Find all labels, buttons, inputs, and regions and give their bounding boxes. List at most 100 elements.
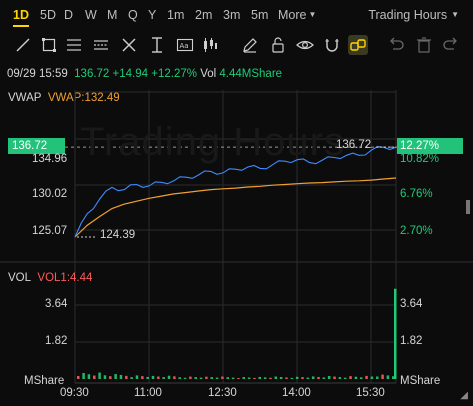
delete-icon[interactable] — [414, 35, 434, 55]
horizontal-line-tool-icon[interactable] — [64, 35, 84, 55]
timeframe-week[interactable]: W — [85, 8, 97, 22]
volume-bar — [269, 377, 272, 379]
volume-bar — [173, 376, 176, 379]
volume-bar — [386, 375, 390, 379]
price-label-low: 125.07 — [32, 225, 68, 237]
volume-bar — [242, 377, 246, 379]
price-line — [74, 146, 397, 238]
svg-text:Aa: Aa — [180, 42, 189, 50]
volume-bar — [114, 374, 117, 379]
quote-volume: 4.44MShare — [219, 68, 283, 80]
volume-bar — [338, 377, 342, 379]
volume-bar — [247, 377, 251, 379]
volume-bar — [167, 375, 171, 379]
parallel-channel-icon[interactable] — [91, 35, 111, 55]
candles-tool-icon[interactable] — [200, 35, 220, 55]
volume-bar — [290, 377, 294, 379]
volume-bar — [103, 375, 107, 379]
volume-bar — [333, 376, 336, 379]
volume-bar — [77, 375, 80, 379]
time-label-1100: 11:00 — [134, 387, 162, 399]
settings-icon[interactable]: ◢ — [460, 390, 468, 401]
timeframe-5d[interactable]: 5D — [40, 8, 56, 22]
timeframe-5m[interactable]: 5m — [251, 8, 269, 22]
volume-bar — [151, 375, 155, 379]
volume-bar — [221, 376, 224, 379]
vol-name: VOL — [8, 272, 32, 284]
chart-marks — [65, 146, 397, 238]
timeframe-1m[interactable]: 1m — [167, 8, 185, 22]
eye-icon[interactable] — [295, 35, 315, 55]
quote-change-pct: +12.27% — [151, 68, 197, 80]
vol-legend[interactable]: VOL VOL1:4.44 — [8, 272, 92, 284]
timeframe-3m[interactable]: 3m — [223, 8, 241, 22]
more-timeframes-button[interactable]: More ▼ — [278, 8, 316, 22]
volume-bar — [349, 376, 352, 379]
volume-bars — [77, 288, 397, 379]
link-icon[interactable] — [348, 35, 368, 55]
volume-bar — [295, 376, 299, 379]
resize-handle[interactable] — [466, 200, 470, 214]
volume-bar — [226, 377, 229, 379]
caret-down-icon: ▼ — [451, 10, 459, 19]
price-label-top: 134.96 — [32, 153, 68, 165]
volume-bar — [87, 374, 91, 379]
pct-label-mid: 6.76% — [400, 188, 433, 200]
timeframe-month[interactable]: M — [107, 8, 118, 22]
volume-bar — [199, 377, 203, 379]
volume-bar — [301, 377, 304, 379]
volume-bar — [343, 377, 347, 379]
volume-bar — [359, 377, 363, 379]
timeframe-2m[interactable]: 2m — [195, 8, 213, 22]
volume-bar — [157, 376, 160, 379]
current-pct-tag: 12.27% — [397, 138, 463, 154]
volume-bar — [381, 374, 384, 379]
ray-tool-icon[interactable] — [119, 35, 139, 55]
volume-bar — [306, 377, 310, 379]
volume-bar — [327, 375, 331, 379]
redo-icon[interactable] — [441, 35, 461, 55]
chart-grid — [0, 90, 473, 384]
vertical-line-tool-icon[interactable] — [147, 35, 167, 55]
quote-price: 136.72 — [74, 68, 110, 80]
unlock-icon[interactable] — [268, 35, 288, 55]
rectangle-tool-icon[interactable] — [39, 35, 59, 55]
magnet-icon[interactable] — [322, 35, 342, 55]
quote-summary: 09/29 15:59 136.72 +14.94 +12.27% Vol 4.… — [7, 68, 282, 80]
volume-bar — [253, 377, 256, 379]
current-price-tag: 136.72 — [8, 138, 65, 154]
session-label: Trading Hours — [368, 8, 448, 22]
volume-bar — [370, 376, 374, 379]
vwap-value: VWAP:132.49 — [47, 92, 120, 104]
volume-bar — [205, 376, 208, 379]
low-price-marker: 124.39 — [100, 229, 136, 241]
text-tool-icon[interactable]: Aa — [175, 35, 195, 55]
timeframe-year[interactable]: Y — [148, 8, 157, 22]
volume-bar — [263, 377, 267, 379]
quote-change: +14.94 — [112, 68, 149, 80]
vwap-legend[interactable]: VWAP VWAP:132.49 — [8, 92, 120, 104]
volume-bar — [119, 374, 123, 379]
volume-bar — [130, 377, 133, 379]
session-select[interactable]: Trading Hours ▼ — [368, 8, 459, 22]
undo-icon[interactable] — [386, 35, 406, 55]
volume-bar — [274, 376, 278, 379]
volume-bar — [392, 376, 395, 379]
volume-bar — [125, 375, 128, 379]
vwap-line — [74, 177, 397, 238]
more-label: More — [278, 8, 307, 22]
volume-bar — [317, 376, 320, 379]
timeframe-quarter[interactable]: Q — [128, 8, 138, 22]
pencil-icon[interactable] — [240, 35, 260, 55]
volume-bar-close — [394, 288, 397, 379]
volume-bar — [98, 372, 101, 379]
volume-bar — [194, 377, 197, 379]
price-label-mid: 130.02 — [32, 188, 68, 200]
pct-label-top: 10.82% — [400, 153, 440, 165]
line-tool-icon[interactable] — [13, 35, 33, 55]
timeframe-day[interactable]: D — [64, 8, 74, 22]
timeframe-1d[interactable]: 1D — [13, 8, 29, 27]
vol-label-mid-right: 1.82 — [400, 335, 423, 347]
volume-bar — [135, 375, 139, 379]
